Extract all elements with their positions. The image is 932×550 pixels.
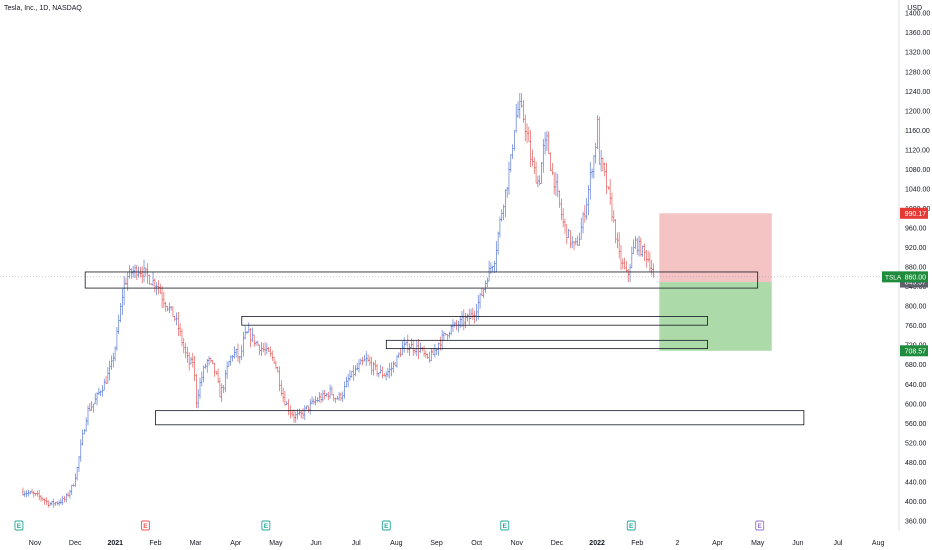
zone-rectangle[interactable]: [155, 410, 805, 426]
price-tick-label: 360.00: [905, 519, 927, 526]
event-marker-label: E: [629, 523, 634, 530]
time-tick-label: May: [269, 540, 283, 547]
time-tick-label: Apr: [230, 540, 242, 547]
event-marker-split[interactable]: E: [755, 520, 765, 531]
target-price-badge-bg: [900, 345, 928, 357]
event-marker-box[interactable]: [626, 520, 636, 531]
candles: [21, 92, 655, 508]
time-tick-label: Jun: [792, 540, 803, 547]
currency-label: USD: [907, 5, 922, 12]
price-tick-label: 400.00: [905, 499, 927, 506]
stop-price-badge-bg: [900, 207, 928, 219]
entry-price-badge-text: 849.37: [905, 280, 927, 287]
position-tool[interactable]: [659, 213, 772, 351]
price-tick-label: 880.00: [905, 265, 927, 272]
time-tick-label: Mar: [190, 540, 203, 547]
time-tick-label: 2022: [589, 540, 605, 547]
event-marker-box[interactable]: [14, 520, 24, 531]
zone-rectangle[interactable]: [241, 316, 708, 326]
current-price-badge: TSLA 860.00: [882, 271, 928, 283]
zones[interactable]: [84, 271, 805, 426]
price-tick-label: 1400.00: [905, 11, 930, 18]
price-tick-label: 1120.00: [905, 147, 930, 154]
stop-price-badge: 990.17: [900, 207, 928, 219]
time-tick-label: 2021: [108, 540, 124, 547]
time-tick-label: Dec: [69, 540, 82, 547]
time-tick-label: Aug: [872, 540, 885, 547]
price-tick-label: 600.00: [905, 401, 927, 408]
price-tick-label: 1080.00: [905, 167, 930, 174]
event-marker-dividend[interactable]: E: [140, 520, 150, 531]
price-tick-label: 920.00: [905, 245, 927, 252]
price-tick-label: 440.00: [905, 479, 927, 486]
time-tick-label: Aug: [390, 540, 403, 547]
price-tick-label: 960.00: [905, 226, 927, 233]
event-marker-box[interactable]: [261, 520, 271, 531]
price-tick-label: 1280.00: [905, 69, 930, 76]
zone-rectangle[interactable]: [385, 339, 708, 350]
price-tick-label: 480.00: [905, 460, 927, 467]
time-tick-label: Apr: [712, 540, 724, 547]
chart-title: Tesla, Inc., 1D, NASDAQ: [4, 5, 82, 12]
event-marker-label: E: [503, 523, 508, 530]
time-axis[interactable]: Nov Dec 2021 Feb Mar Apr May Jun Jul Aug Sep Oct Nov…: [29, 540, 885, 547]
current-price-text: 860.00: [905, 274, 927, 281]
event-marker-box[interactable]: [755, 520, 765, 531]
target-price-badge: 708.57: [900, 345, 928, 357]
time-tick-label: Jul: [834, 540, 843, 547]
current-price-badge-bg: [882, 271, 928, 283]
time-tick-label: Nov: [511, 540, 524, 547]
price-tick-label: 1040.00: [905, 186, 930, 193]
current-symbol-text: TSLA: [885, 274, 902, 281]
time-tick-label: Sep: [430, 540, 443, 547]
price-tick-label: 1320.00: [905, 50, 930, 57]
stop-price-badge-text: 990.17: [905, 211, 927, 218]
stop-loss-zone[interactable]: [659, 213, 772, 283]
event-marker-earnings[interactable]: E: [626, 520, 636, 531]
time-tick-label: Feb: [631, 540, 643, 547]
event-marker-box[interactable]: [381, 520, 391, 531]
zone-rectangle[interactable]: [84, 271, 759, 289]
price-badges: 990.17 849.37 708.57 TSLA 860.00: [882, 207, 928, 357]
time-tick-label: Nov: [29, 540, 42, 547]
time-tick-label: Jul: [352, 540, 361, 547]
event-marker-box[interactable]: [500, 520, 510, 531]
time-tick-label: Oct: [471, 540, 482, 547]
event-marker-earnings[interactable]: E: [500, 520, 510, 531]
event-marker-earnings[interactable]: E: [381, 520, 391, 531]
time-tick-label: 2: [675, 540, 679, 547]
price-tick-label: 1160.00: [905, 128, 930, 135]
price-tick-label: 1360.00: [905, 30, 930, 37]
price-tick-label: 840.00: [905, 284, 927, 291]
time-tick-label: Jun: [310, 540, 321, 547]
event-marker-earnings[interactable]: E: [261, 520, 271, 531]
price-tick-label: 800.00: [905, 304, 927, 311]
candle: [652, 263, 655, 278]
price-tick-label: 680.00: [905, 362, 927, 369]
time-tick-label: Dec: [551, 540, 564, 547]
price-tick-label: 560.00: [905, 421, 927, 428]
event-marker-label: E: [384, 523, 389, 530]
event-marker-label: E: [17, 523, 22, 530]
event-marker-earnings[interactable]: E: [14, 520, 24, 531]
event-marker-label: E: [264, 523, 269, 530]
event-marker-label: E: [143, 523, 148, 530]
event-marker-box[interactable]: [140, 520, 150, 531]
price-tick-label: 1200.00: [905, 108, 930, 115]
price-tick-label: 760.00: [905, 323, 927, 330]
price-tick-label: 1240.00: [905, 89, 930, 96]
event-marker-label: E: [758, 523, 763, 530]
time-tick-label: Feb: [149, 540, 161, 547]
price-tick-label: 520.00: [905, 440, 927, 447]
time-tick-label: May: [751, 540, 765, 547]
target-price-badge-text: 708.57: [905, 348, 927, 355]
price-tick-label: 640.00: [905, 382, 927, 389]
